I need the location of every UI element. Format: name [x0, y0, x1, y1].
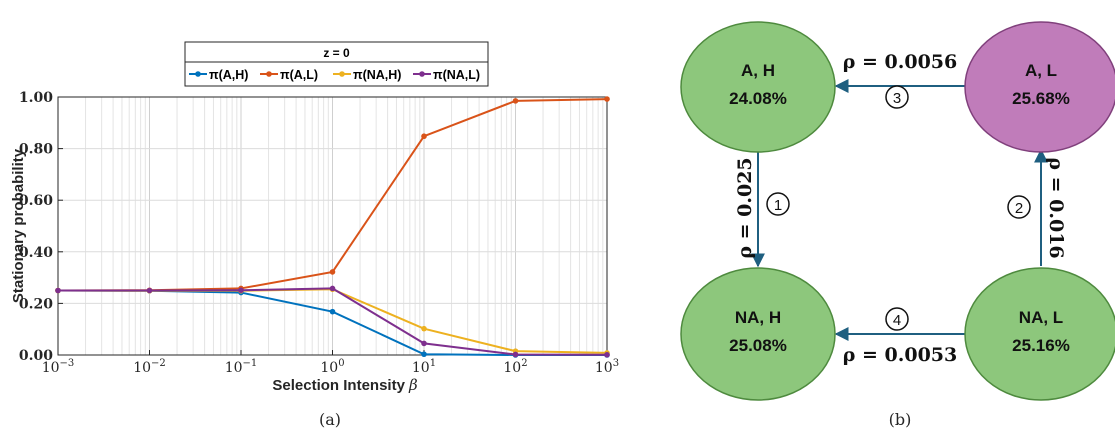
state-diagram: ρ = 0.025 1 ρ = 0.016 2 ρ = 0.0056 3 ρ =… [680, 21, 1115, 429]
edge-number: 2 [1015, 200, 1023, 217]
legend-marker [195, 71, 201, 77]
x-tick-label: 102 [503, 358, 527, 376]
data-point [329, 269, 336, 275]
edge-number: 3 [893, 90, 901, 107]
axis-ticks: 0.00 0.20 0.40 0.60 0.80 1.00 10−3 10−2 10−1 100 1… [19, 90, 619, 376]
data-point [421, 325, 427, 332]
node-circle [964, 267, 1115, 401]
y-tick-label: 0.80 [19, 142, 53, 158]
legend-marker [266, 71, 272, 77]
node-label: A, L [1025, 61, 1057, 80]
node-percent: 25.68% [1012, 89, 1070, 108]
x-tick-label: 101 [412, 358, 436, 376]
edge-number: 4 [893, 312, 901, 329]
data-point [604, 96, 610, 102]
legend-frame [184, 41, 489, 87]
node-label: NA, L [1019, 308, 1063, 327]
node-a-h: A, H 24.08% [680, 21, 836, 153]
edge-label: ρ = 0.025 [734, 157, 756, 258]
data-point [421, 351, 427, 358]
x-axis-label-text: Selection Intensity [272, 377, 405, 394]
legend-title: z = 0 [323, 46, 350, 60]
legend-label: π(A,H) [209, 68, 248, 82]
legend-marker [419, 71, 425, 77]
legend-label: π(A,L) [280, 68, 318, 82]
node-circle [680, 267, 836, 401]
x-tick-label: 103 [595, 358, 619, 376]
y-tick-label: 0.40 [19, 245, 53, 261]
legend-label: π(NA,H) [353, 68, 401, 82]
data-point [512, 351, 519, 358]
data-point [238, 287, 244, 294]
edge-number-badge [885, 85, 909, 109]
data-point [421, 340, 427, 347]
y-tick-label: 0.00 [19, 348, 53, 364]
legend-label: π(NA,L) [433, 68, 480, 82]
data-point [604, 351, 610, 358]
edge-number-badge [885, 307, 909, 331]
edge-al-to-ah: ρ = 0.0056 3 [834, 51, 965, 109]
x-axis-label: Selection Intensity β [272, 376, 418, 394]
edge-label: ρ = 0.0053 [843, 344, 958, 366]
x-tick-label: 10−1 [225, 358, 258, 376]
node-percent: 25.16% [1012, 336, 1070, 355]
legend-marker [339, 71, 345, 77]
chart-grid [57, 96, 607, 356]
node-percent: 25.08% [729, 336, 787, 355]
data-point [421, 133, 427, 140]
data-point [55, 287, 61, 294]
chart-series [55, 96, 610, 358]
edge-nal-to-al: ρ = 0.016 2 [1007, 148, 1067, 266]
y-axis-label: Stationary probability [10, 148, 27, 303]
y-tick-label: 0.60 [19, 193, 53, 209]
x-tick-label: 10−2 [133, 358, 166, 376]
edge-nal-to-nah: ρ = 0.0053 4 [834, 307, 965, 366]
edge-label: ρ = 0.0056 [843, 51, 958, 73]
data-point [146, 287, 153, 294]
node-circle [964, 21, 1115, 153]
caption-b: (b) [889, 410, 912, 429]
node-label: A, H [741, 61, 775, 80]
edge-label: ρ = 0.016 [1045, 157, 1067, 258]
edge-number: 1 [774, 197, 782, 214]
edge-number-badge [1007, 195, 1031, 219]
node-na-l: NA, L 25.16% [964, 267, 1115, 401]
x-tick-label: 10−3 [42, 358, 75, 376]
edge-number-badge [766, 192, 790, 216]
legend: z = 0 π(A,H) π(A,L) π(NA,H) π(NA,L) [184, 41, 489, 87]
x-axis-symbol: β [408, 376, 418, 394]
edge-ah-to-nah: ρ = 0.025 1 [734, 150, 790, 268]
node-percent: 24.08% [729, 89, 787, 108]
chart-panel: 0.00 0.20 0.40 0.60 0.80 1.00 10−3 10−2 10−1 100 1… [10, 41, 619, 429]
y-tick-label: 0.20 [19, 296, 53, 312]
node-circle [680, 21, 836, 153]
caption-a: (a) [319, 410, 341, 429]
y-tick-label: 1.00 [19, 90, 53, 106]
data-point [329, 308, 336, 315]
node-a-l: A, L 25.68% [964, 21, 1115, 153]
data-point [329, 285, 336, 292]
data-point [512, 98, 519, 104]
x-tick-label: 100 [320, 358, 344, 376]
node-na-h: NA, H 25.08% [680, 267, 836, 401]
node-label: NA, H [735, 308, 781, 327]
legend-entries: π(A,H) π(A,L) π(NA,H) π(NA,L) [189, 68, 480, 82]
